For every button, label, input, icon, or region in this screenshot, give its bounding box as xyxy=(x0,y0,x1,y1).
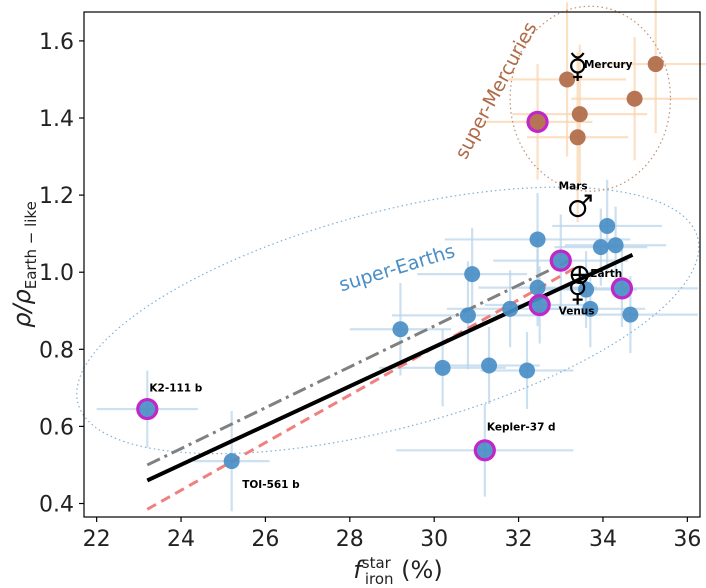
super-earth-point-0 xyxy=(136,397,159,421)
y-axis-label-main: ρ/ρ xyxy=(8,289,36,328)
super-mercury-point-3 xyxy=(569,129,586,146)
super-earth-point-4 xyxy=(459,307,476,324)
super-earth-point-3 xyxy=(434,359,451,376)
super-earth-point-8 xyxy=(502,300,519,317)
annotation-labels-layer: K2-111 b TOI-561 b Kepler-37 d Mercury M… xyxy=(149,59,632,491)
super-earth-point-16 xyxy=(592,239,609,256)
y-axis-label-sub: Earth − like xyxy=(22,201,40,289)
super-mercury-point-0 xyxy=(526,110,549,133)
axis-ticks-layer: 22 24 26 28 30 32 34 36 0.4 0.6 0.8 1.0 1.2 1.4 1.6 xyxy=(39,30,701,552)
y-tick-label-0.4: 0.4 xyxy=(39,493,74,518)
super-earth-point-15 xyxy=(582,300,599,317)
super-mercuries-label: super-Mercuries xyxy=(451,18,542,162)
super-earth-point-20 xyxy=(622,306,639,323)
k2-111b-label: K2-111 b xyxy=(149,383,202,395)
y-tick-label-1.2: 1.2 xyxy=(39,184,74,209)
super-earth-point-6 xyxy=(473,439,496,462)
plot-frame xyxy=(83,11,701,518)
y-axis-label: ρ/ρEarth − like xyxy=(8,201,40,328)
y-tick-label-1: 1.0 xyxy=(39,261,74,286)
y-tick-label-1.4: 1.4 xyxy=(39,107,74,132)
points-layer xyxy=(136,56,664,470)
mars-symbol-arrow xyxy=(581,194,592,205)
x-axis-label-unit: (%) xyxy=(394,556,443,584)
super-mercury-point-4 xyxy=(626,90,643,107)
x-tick-label-34: 34 xyxy=(589,527,617,552)
fit-line-dashed xyxy=(146,265,579,511)
x-tick-label-30: 30 xyxy=(420,527,448,552)
mars-label: Mars xyxy=(559,180,588,192)
super-earth-point-7 xyxy=(481,357,498,374)
y-tick-label-1.6: 1.6 xyxy=(39,30,74,55)
earth-symbol-icon xyxy=(570,265,589,285)
mercury-symbol-horns xyxy=(570,52,585,59)
x-axis-label-sub: iron xyxy=(365,570,394,588)
fit-line-solid xyxy=(146,253,634,483)
super-earth-point-11 xyxy=(529,279,546,296)
super-mercury-point-1 xyxy=(559,71,576,88)
super-earth-point-19 xyxy=(610,277,634,300)
toi-561b-label: TOI-561 b xyxy=(242,479,300,491)
super-earth-point-10 xyxy=(529,231,546,248)
mars-symbol-icon xyxy=(569,194,592,218)
x-axis-label-sup: star xyxy=(362,554,392,572)
fit-line-dashdot xyxy=(146,259,570,467)
mercury-symbol-icon xyxy=(570,52,586,81)
x-tick-label-28: 28 xyxy=(336,527,364,552)
y-tick-label-0.6: 0.6 xyxy=(39,415,74,440)
super-earth-point-13 xyxy=(549,249,572,272)
super-earth-point-12 xyxy=(528,293,551,317)
super-earth-point-18 xyxy=(607,237,624,254)
venus-label: Venus xyxy=(559,306,595,318)
super-mercury-point-5 xyxy=(647,56,664,73)
venus-symbol-icon xyxy=(570,280,586,305)
super-mercuries-ellipse xyxy=(509,5,672,192)
super-earth-point-5 xyxy=(464,266,481,283)
earth-label: Earth xyxy=(590,268,622,280)
super-earths-ellipse xyxy=(76,186,700,455)
x-tick-label-32: 32 xyxy=(505,527,533,552)
kepler-37d-label: Kepler-37 d xyxy=(487,421,556,433)
super-earths-label: super-Earths xyxy=(336,240,457,296)
mars-symbol-arrowhead xyxy=(584,194,592,202)
super-earth-point-9 xyxy=(519,362,536,379)
y-tick-label-0.8: 0.8 xyxy=(39,338,74,363)
super-earth-point-17 xyxy=(599,217,616,234)
mercury-label: Mercury xyxy=(584,59,633,71)
x-tick-label-26: 26 xyxy=(251,527,279,552)
super-mercury-point-2 xyxy=(571,106,588,123)
super-earth-point-2 xyxy=(392,321,409,338)
x-tick-label-36: 36 xyxy=(673,527,701,552)
x-tick-label-24: 24 xyxy=(167,527,195,552)
solar-system-layer xyxy=(569,52,592,305)
x-tick-label-22: 22 xyxy=(83,527,111,552)
mars-symbol-ring xyxy=(569,200,587,218)
super-earth-point-1 xyxy=(223,453,240,470)
x-axis-label: fstar iron (%) xyxy=(353,554,442,588)
fit-lines-layer xyxy=(146,253,634,511)
